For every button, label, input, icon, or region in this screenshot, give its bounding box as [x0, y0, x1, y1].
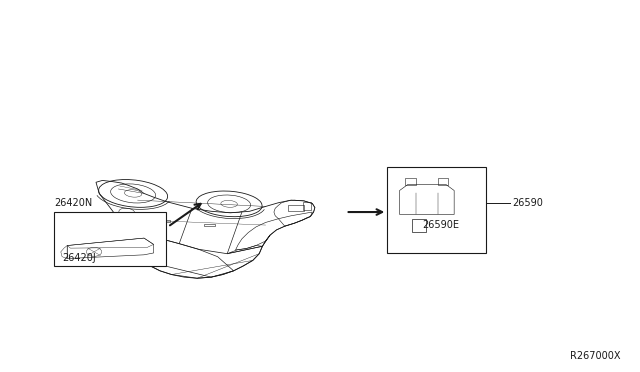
Text: 26590E: 26590E [422, 220, 460, 230]
Bar [54, 212, 166, 266]
Text: R267000X: R267000X [570, 351, 621, 361]
Bar [412, 219, 426, 232]
Text: 26420J: 26420J [63, 253, 97, 263]
Bar [159, 220, 170, 222]
Bar [288, 205, 304, 211]
Text: 26590: 26590 [512, 198, 543, 208]
Bar [438, 178, 449, 185]
Bar [204, 224, 215, 226]
Bar [405, 178, 415, 185]
Text: 26420N: 26420N [54, 198, 93, 208]
Bar [387, 167, 486, 253]
Bar [303, 202, 311, 210]
